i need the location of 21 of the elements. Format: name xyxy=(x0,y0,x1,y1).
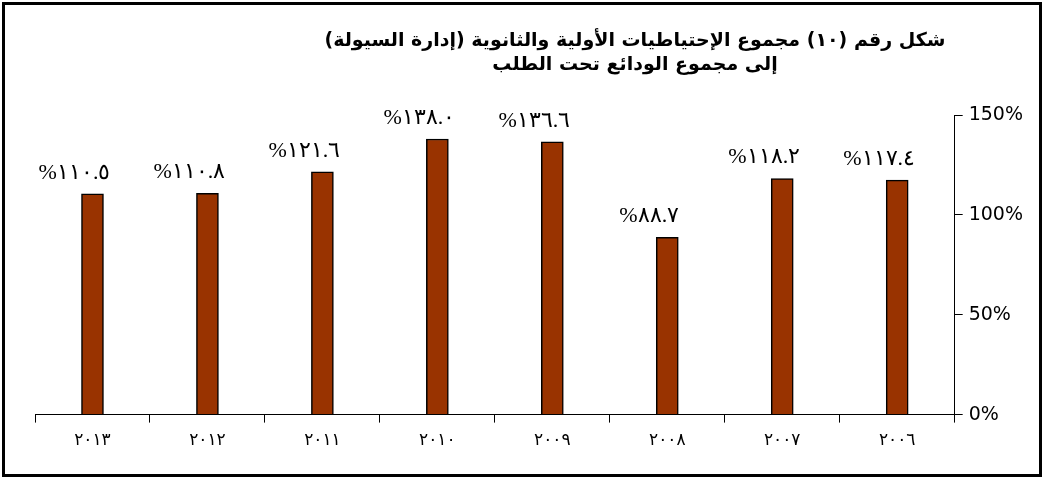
x-tick-label: ٢٠١٢ xyxy=(189,429,226,450)
y-tick-label: 50% xyxy=(968,301,1011,324)
x-tick-label: ٢٠٠٨ xyxy=(649,429,686,450)
chart-title: شكل رقم (١٠) مجموع الإحتياطيات الأولية والثانوية (إدارة السيولة) إلى مجموع الودائع تحت الطلب xyxy=(323,27,947,75)
x-tick-label: ٢٠١٣ xyxy=(74,429,111,450)
x-tick-label: ٢٠٠٦ xyxy=(878,429,916,450)
x-tick-label: ٢٠٠٧ xyxy=(763,429,801,450)
data-label: %١٣٨.٠ xyxy=(383,103,456,129)
data-label: %١٣٦.٦ xyxy=(498,106,571,132)
data-label: %١٢١.٦ xyxy=(268,136,341,162)
x-tick-label: ٢٠٠٩ xyxy=(534,429,571,450)
data-label: %١١٨.٢ xyxy=(728,143,801,169)
data-label: %١١٠.٨ xyxy=(153,158,226,184)
data-label: %١١٧.٤ xyxy=(843,144,916,170)
x-tick-label: ٢٠١١ xyxy=(304,429,341,450)
x-tick-label: ٢٠١٠ xyxy=(419,429,456,450)
y-tick-label: 0% xyxy=(968,401,999,424)
y-tick-label: 150% xyxy=(968,101,1024,124)
data-label: %٨٨.٧ xyxy=(619,202,680,228)
y-tick-label: 100% xyxy=(968,201,1024,224)
data-label: %١١٠.٥ xyxy=(38,158,111,184)
